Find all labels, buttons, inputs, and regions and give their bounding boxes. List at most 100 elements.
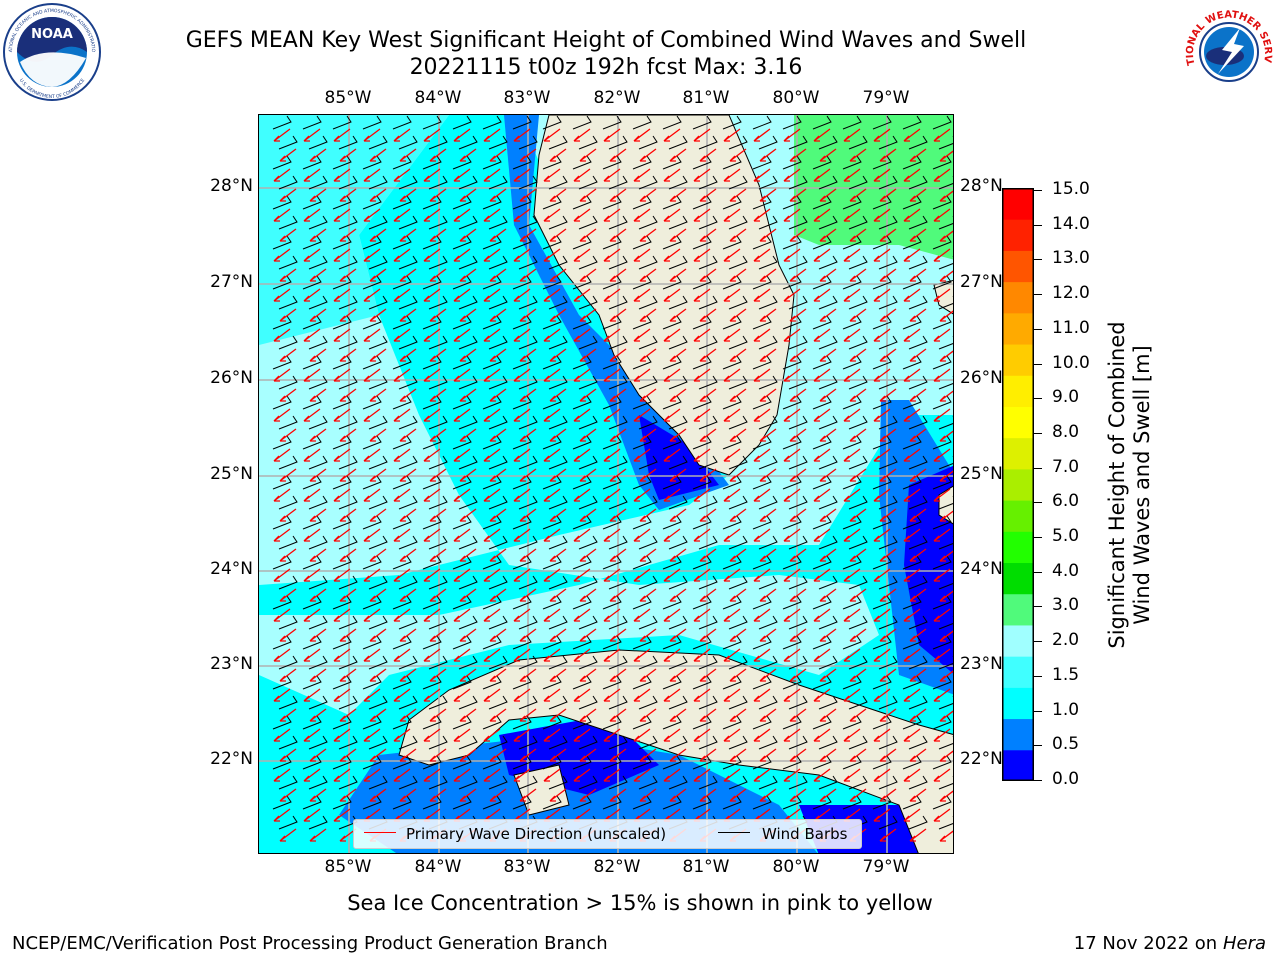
wave-arrow — [549, 228, 567, 242]
wind-barb — [368, 295, 388, 310]
wind-barb — [782, 755, 802, 770]
wind-barb — [848, 375, 868, 390]
wind-barb — [722, 275, 742, 290]
wind-barb — [512, 675, 532, 690]
lon-tick-bottom: 82°W — [593, 857, 641, 877]
wind-barb — [668, 695, 688, 710]
wave-arrow — [483, 408, 501, 422]
wave-arrow — [789, 428, 807, 442]
wind-barb — [308, 615, 328, 630]
wind-barb — [872, 715, 892, 730]
wind-barb — [698, 175, 718, 190]
wave-arrow — [483, 448, 501, 462]
wind-barb — [728, 735, 748, 750]
wave-arrow — [909, 508, 927, 522]
wave-arrow — [549, 188, 567, 202]
wave-arrow — [453, 608, 471, 622]
wave-arrow — [573, 528, 591, 542]
wave-arrow — [723, 328, 741, 342]
wind-barb — [752, 555, 772, 570]
wave-arrow — [279, 708, 297, 722]
wave-arrow — [909, 628, 927, 642]
colorbar-tick: 7.0 — [1052, 456, 1080, 477]
wind-barb — [728, 415, 748, 430]
wind-barb — [878, 815, 898, 830]
wind-barb — [458, 615, 478, 630]
wave-arrow — [513, 368, 531, 382]
wind-barb — [818, 295, 838, 310]
wave-arrow — [393, 528, 411, 542]
wave-arrow — [339, 588, 357, 602]
wind-barb — [572, 235, 592, 250]
wind-barb — [512, 355, 532, 370]
wave-arrow — [513, 648, 531, 662]
wind-barb — [392, 155, 412, 170]
wave-arrow — [819, 748, 837, 762]
wind-barb — [392, 595, 412, 610]
wave-arrow — [279, 548, 297, 562]
wind-barb — [272, 595, 292, 610]
wind-barb — [488, 295, 508, 310]
wave-arrow — [633, 368, 651, 382]
wind-barb — [758, 695, 778, 710]
chart-subtitle: 20221115 t00z 192h fcst Max: 3.16 — [409, 55, 803, 80]
wave-arrow — [939, 670, 953, 682]
wave-arrow — [279, 148, 297, 162]
credit-branch: NCEP/EMC/Verification Post Processing Pr… — [12, 933, 608, 954]
wave-arrow — [819, 268, 837, 282]
wind-barb — [908, 135, 928, 150]
wave-arrow — [453, 568, 471, 582]
wind-barb — [488, 735, 508, 750]
colorbar-tick-mark — [1034, 641, 1042, 643]
wave-arrow — [789, 228, 807, 242]
wave-arrow — [843, 248, 861, 262]
wave-arrow — [909, 188, 927, 202]
wind-barb — [788, 255, 808, 270]
wind-barb — [398, 175, 418, 190]
colorbar-bin — [1002, 344, 1034, 376]
nws-logo: NATIONAL WEATHER SERVICE — [1178, 0, 1275, 98]
wave-arrow — [519, 268, 537, 282]
wind-barb — [542, 435, 562, 450]
lat-tick-left: 22°N — [210, 749, 253, 769]
wind-barb — [938, 176, 953, 190]
wave-arrow — [399, 788, 417, 802]
wind-barb — [392, 475, 412, 490]
wind-barb — [332, 195, 352, 210]
wave-arrow — [369, 228, 387, 242]
wave-arrow — [603, 208, 621, 222]
wind-barb — [518, 735, 538, 750]
wind-barb — [938, 416, 953, 430]
wave-arrow — [633, 328, 651, 342]
wave-arrow — [783, 328, 801, 342]
wind-barb — [872, 235, 892, 250]
wind-barb — [728, 615, 748, 630]
wind-barb — [368, 455, 388, 470]
wind-barb — [632, 635, 652, 650]
wave-arrow — [723, 408, 741, 422]
credit-host: Hera — [1222, 933, 1266, 954]
wave-arrow — [303, 448, 321, 462]
wind-barb — [878, 255, 898, 270]
wave-arrow — [489, 468, 507, 482]
wind-barb — [398, 655, 418, 670]
wave-arrow — [759, 308, 777, 322]
wind-barb — [278, 455, 298, 470]
wave-arrow — [579, 388, 597, 402]
wind-barb — [362, 355, 382, 370]
wind-barb — [698, 455, 718, 470]
lat-tick-right: 26°N — [960, 368, 1003, 388]
wave-arrow — [579, 468, 597, 482]
wave-arrow — [393, 128, 411, 142]
wave-arrow — [789, 668, 807, 682]
wind-barb — [488, 255, 508, 270]
wave-arrow — [663, 488, 681, 502]
wave-arrow — [879, 268, 897, 282]
wind-barb — [872, 195, 892, 210]
wind-barb — [608, 775, 628, 790]
colorbar-bin — [1002, 312, 1034, 345]
wave-arrow — [699, 268, 717, 282]
wave-arrow — [789, 588, 807, 602]
wind-barb — [722, 235, 742, 250]
wind-barb — [788, 655, 808, 670]
